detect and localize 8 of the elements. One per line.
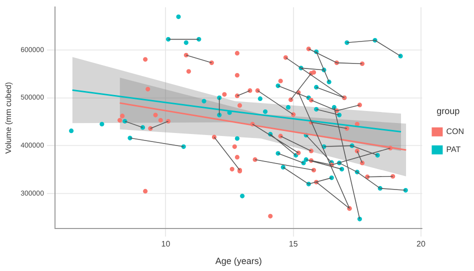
- legend-label: PAT: [446, 145, 461, 154]
- y-axis-title: Volume (mm cubed): [4, 82, 14, 154]
- x-tick-label: 15: [288, 240, 298, 249]
- x-axis-title: Age (years): [215, 256, 262, 266]
- legend-label: CON: [446, 127, 464, 136]
- legend-title: group: [436, 106, 460, 116]
- x-tick-label: 20: [416, 240, 426, 249]
- x-tick-label: 10: [161, 240, 171, 249]
